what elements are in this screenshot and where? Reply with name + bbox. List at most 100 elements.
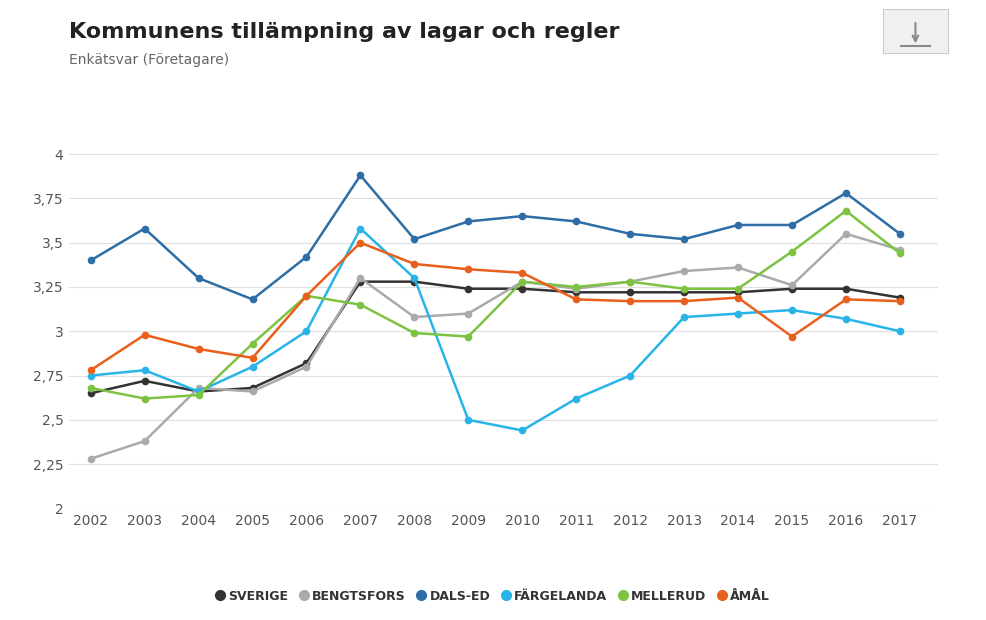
ÅMÅL bbox=[461, 265, 473, 273]
ÅMÅL bbox=[677, 298, 689, 305]
DALS-ED bbox=[85, 257, 97, 264]
SVERIGE bbox=[139, 377, 151, 384]
ÅMÅL bbox=[893, 298, 905, 305]
FÄRGELANDA bbox=[300, 327, 312, 335]
SVERIGE bbox=[516, 285, 528, 293]
BENGTSFORS bbox=[785, 281, 797, 289]
SVERIGE bbox=[570, 288, 582, 296]
FÄRGELANDA bbox=[192, 388, 204, 395]
SVERIGE bbox=[839, 285, 851, 293]
ÅMÅL bbox=[246, 354, 258, 361]
Line: DALS-ED: DALS-ED bbox=[88, 172, 902, 303]
FÄRGELANDA bbox=[461, 416, 473, 423]
Line: BENGTSFORS: BENGTSFORS bbox=[88, 231, 902, 462]
FÄRGELANDA bbox=[85, 372, 97, 379]
BENGTSFORS bbox=[354, 275, 366, 282]
DALS-ED bbox=[408, 236, 420, 243]
Line: ÅMÅL: ÅMÅL bbox=[88, 239, 902, 373]
MELLERUD bbox=[139, 395, 151, 402]
FÄRGELANDA bbox=[893, 327, 905, 335]
MELLERUD bbox=[354, 301, 366, 308]
SVERIGE bbox=[623, 288, 635, 296]
BENGTSFORS bbox=[839, 230, 851, 237]
ÅMÅL bbox=[408, 260, 420, 268]
DALS-ED bbox=[677, 236, 689, 243]
MELLERUD bbox=[677, 285, 689, 293]
MELLERUD bbox=[85, 384, 97, 392]
FÄRGELANDA bbox=[246, 363, 258, 370]
MELLERUD bbox=[893, 250, 905, 257]
MELLERUD bbox=[839, 207, 851, 215]
Line: MELLERUD: MELLERUD bbox=[88, 208, 902, 402]
SVERIGE bbox=[785, 285, 797, 293]
DALS-ED bbox=[300, 253, 312, 260]
FÄRGELANDA bbox=[677, 313, 689, 321]
MELLERUD bbox=[785, 248, 797, 255]
FÄRGELANDA bbox=[354, 225, 366, 232]
SVERIGE bbox=[732, 288, 743, 296]
BENGTSFORS bbox=[139, 437, 151, 445]
BENGTSFORS bbox=[623, 278, 635, 285]
DALS-ED bbox=[893, 230, 905, 237]
SVERIGE bbox=[893, 294, 905, 301]
ÅMÅL bbox=[300, 292, 312, 299]
MELLERUD bbox=[570, 283, 582, 291]
DALS-ED bbox=[623, 230, 635, 237]
BENGTSFORS bbox=[300, 363, 312, 370]
FÄRGELANDA bbox=[623, 372, 635, 379]
FÄRGELANDA bbox=[732, 310, 743, 317]
SVERIGE bbox=[192, 388, 204, 395]
ÅMÅL bbox=[85, 366, 97, 374]
DALS-ED bbox=[839, 189, 851, 197]
Text: Enkätsvar (Företagare): Enkätsvar (Företagare) bbox=[69, 53, 229, 67]
DALS-ED bbox=[516, 213, 528, 220]
SVERIGE bbox=[354, 278, 366, 285]
FÄRGELANDA bbox=[408, 275, 420, 282]
MELLERUD bbox=[408, 329, 420, 337]
MELLERUD bbox=[192, 391, 204, 399]
ÅMÅL bbox=[839, 296, 851, 303]
DALS-ED bbox=[785, 221, 797, 229]
BENGTSFORS bbox=[893, 246, 905, 254]
MELLERUD bbox=[516, 278, 528, 285]
Legend: SVERIGE, BENGTSFORS, DALS-ED, FÄRGELANDA, MELLERUD, ÅMÅL: SVERIGE, BENGTSFORS, DALS-ED, FÄRGELANDA… bbox=[212, 585, 774, 608]
FÄRGELANDA bbox=[570, 395, 582, 402]
SVERIGE bbox=[300, 360, 312, 367]
BENGTSFORS bbox=[246, 388, 258, 395]
BENGTSFORS bbox=[408, 313, 420, 321]
MELLERUD bbox=[732, 285, 743, 293]
FÄRGELANDA bbox=[839, 315, 851, 322]
BENGTSFORS bbox=[570, 285, 582, 293]
BENGTSFORS bbox=[461, 310, 473, 317]
ÅMÅL bbox=[570, 296, 582, 303]
SVERIGE bbox=[246, 384, 258, 392]
ÅMÅL bbox=[354, 239, 366, 246]
SVERIGE bbox=[408, 278, 420, 285]
DALS-ED bbox=[570, 218, 582, 225]
SVERIGE bbox=[461, 285, 473, 293]
DALS-ED bbox=[139, 225, 151, 232]
Text: Kommunens tillämpning av lagar och regler: Kommunens tillämpning av lagar och regle… bbox=[69, 22, 619, 42]
MELLERUD bbox=[300, 292, 312, 299]
DALS-ED bbox=[732, 221, 743, 229]
DALS-ED bbox=[246, 296, 258, 303]
Line: SVERIGE: SVERIGE bbox=[88, 278, 902, 396]
FÄRGELANDA bbox=[139, 366, 151, 374]
BENGTSFORS bbox=[516, 278, 528, 285]
BENGTSFORS bbox=[192, 384, 204, 392]
MELLERUD bbox=[623, 278, 635, 285]
ÅMÅL bbox=[623, 298, 635, 305]
Line: FÄRGELANDA: FÄRGELANDA bbox=[88, 226, 902, 433]
DALS-ED bbox=[192, 275, 204, 282]
SVERIGE bbox=[677, 288, 689, 296]
BENGTSFORS bbox=[85, 455, 97, 463]
ÅMÅL bbox=[785, 333, 797, 340]
FÄRGELANDA bbox=[785, 306, 797, 314]
DALS-ED bbox=[461, 218, 473, 225]
MELLERUD bbox=[461, 333, 473, 340]
ÅMÅL bbox=[192, 345, 204, 353]
ÅMÅL bbox=[139, 331, 151, 339]
ÅMÅL bbox=[732, 294, 743, 301]
SVERIGE bbox=[85, 389, 97, 397]
MELLERUD bbox=[246, 340, 258, 347]
